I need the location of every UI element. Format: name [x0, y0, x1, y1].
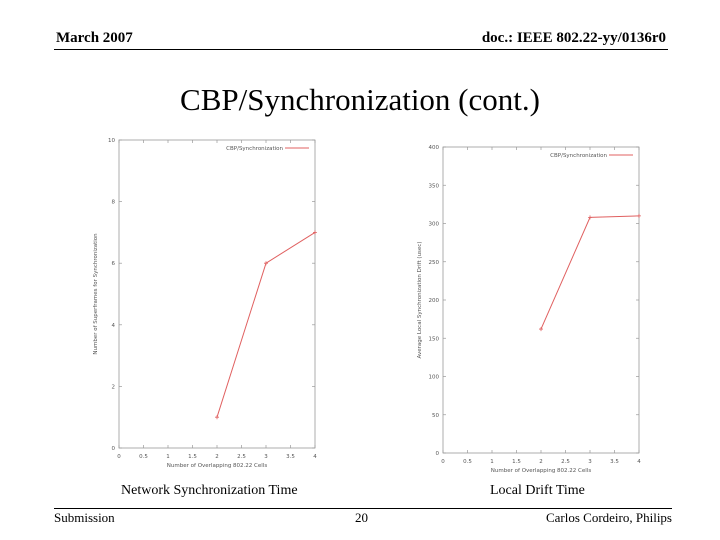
y-tick-label: 50	[432, 413, 439, 419]
footer-author: Carlos Cordeiro, Philips	[545, 510, 672, 525]
legend-label: CBP/Synchronization	[550, 153, 607, 159]
y-tick-label: 250	[429, 260, 440, 266]
footer-submission: Submission	[54, 510, 115, 525]
footer-page-number: 20	[355, 510, 368, 525]
x-tick-label: 0	[117, 454, 121, 460]
data-point	[215, 415, 219, 420]
x-tick-label: 2.5	[561, 459, 570, 465]
header-divider	[54, 49, 668, 50]
data-point	[637, 213, 641, 218]
x-tick-label: 1.5	[188, 454, 197, 460]
x-axis-label: Number of Overlapping 802.22 Cells	[167, 463, 268, 469]
x-tick-label: 1.5	[512, 459, 521, 465]
x-tick-label: 2	[539, 459, 543, 465]
x-tick-label: 2	[215, 454, 219, 460]
y-tick-label: 0	[436, 451, 440, 457]
y-tick-label: 400	[429, 145, 440, 151]
slide-title: CBP/Synchronization (cont.)	[180, 82, 540, 117]
header-doc-id: doc.: IEEE 802.22-yy/0136r0	[481, 30, 666, 46]
y-tick-label: 6	[112, 261, 116, 267]
series-line	[216, 231, 316, 418]
x-tick-label: 2.5	[237, 454, 246, 460]
y-tick-label: 300	[429, 222, 440, 228]
data-point	[313, 230, 317, 235]
chart-network-sync-time: 0 0.5 1 1.5 2 2.5 3 3.5 4 0 2 4 6 8 10 Number of Overla…	[93, 138, 317, 469]
y-axis-label: Average Local Synchronization Drift (use…	[417, 242, 423, 359]
plot-frame	[118, 139, 316, 449]
y-tick-label: 4	[112, 323, 116, 329]
series-line	[540, 215, 640, 330]
y-tick-label: 350	[429, 183, 440, 189]
caption-network-sync-time: Network Synchronization Time	[121, 483, 298, 498]
y-tick-label: 2	[112, 384, 116, 390]
y-tick-label: 0	[112, 446, 116, 452]
x-tick-label: 1	[490, 459, 494, 465]
x-axis-label: Number of Overlapping 802.22 Cells	[491, 468, 592, 474]
caption-local-drift-time: Local Drift Time	[490, 483, 585, 498]
legend-label: CBP/Synchronization	[226, 146, 283, 152]
x-tick-label: 3.5	[610, 459, 619, 465]
x-tick-label: 3	[264, 454, 268, 460]
x-tick-label: 3.5	[286, 454, 295, 460]
header-date: March 2007	[56, 30, 133, 46]
y-tick-label: 100	[429, 375, 440, 381]
footer-divider	[54, 508, 672, 509]
chart-local-drift-time: 0 0.5 1 1.5 2 2.5 3 3.5 4 0 50 100 150 200 250 300 350 40…	[417, 145, 641, 474]
x-tick-label: 1	[166, 454, 170, 460]
x-tick-label: 4	[313, 454, 317, 460]
x-tick-label: 0	[441, 459, 445, 465]
y-tick-label: 200	[429, 298, 440, 304]
data-point	[539, 327, 543, 332]
y-tick-label: 8	[112, 200, 116, 206]
x-tick-label: 0.5	[463, 459, 472, 465]
x-tick-label: 4	[637, 459, 641, 465]
data-point	[588, 215, 592, 220]
y-tick-label: 150	[429, 336, 440, 342]
data-point	[264, 261, 268, 266]
plot-frame	[442, 146, 640, 454]
x-tick-label: 3	[588, 459, 592, 465]
y-tick-label: 10	[108, 138, 115, 144]
y-axis-label: Number of Superframes for Synchronizatio…	[93, 233, 99, 355]
x-tick-label: 0.5	[139, 454, 148, 460]
